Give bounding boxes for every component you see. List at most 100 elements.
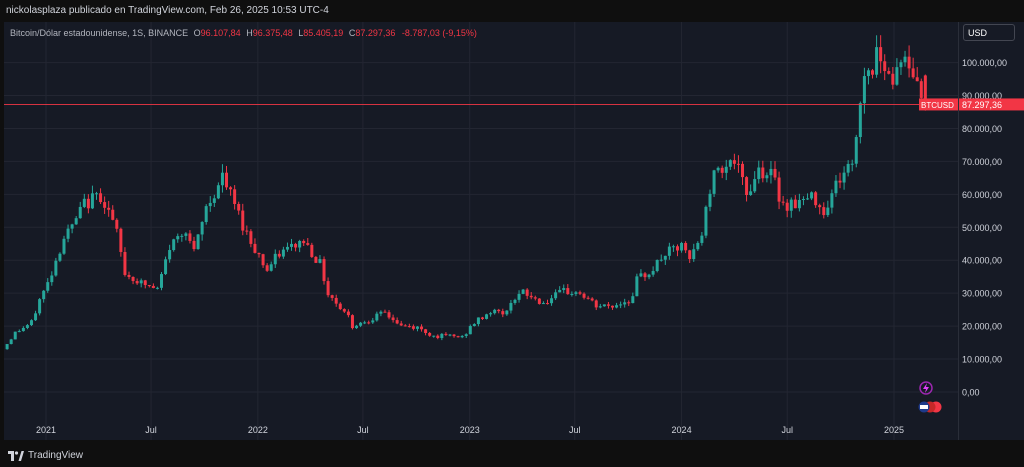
candle-body [720,167,724,173]
y-tick-label: 60.000,00 [962,190,1002,200]
candle-body [204,206,208,223]
y-tick-label: 90.000,00 [962,91,1002,101]
candle-body [907,56,911,69]
axis-divider [958,22,959,440]
chart-pane[interactable]: 2021 Jul 2022 Jul 2023 Jul 2024 Jul 2025 BTCUSD B… [4,22,958,440]
candle-body [842,172,846,183]
candle-body [196,234,200,250]
candle-body [151,285,155,289]
candle-body [375,313,379,321]
candle-body [505,310,509,315]
candle-body [765,175,769,179]
candle-body [46,282,50,291]
candle-body [164,259,168,275]
candle-body [29,320,33,326]
change-value: -8.787,03 (-9,15%) [401,28,477,38]
candle-body [789,199,793,211]
candle-body [302,240,306,244]
candle-body [277,253,281,257]
candle-body [391,317,395,321]
candle-body [570,293,574,295]
x-tick-label: Jul [781,425,793,435]
candle-body [107,207,111,210]
x-tick-label: 2025 [884,425,904,435]
candle-body [160,274,164,288]
candle-body [334,297,338,304]
candle-body [298,240,302,248]
candle-body [285,246,289,250]
y-tick-label: 0,00 [962,388,980,398]
candle-body [915,77,919,82]
event-bolt-icon[interactable] [919,381,933,395]
candle-body [273,253,277,265]
candle-body [326,281,330,296]
candle-body [342,309,346,312]
candle-body [233,189,237,204]
open-label: O [193,28,201,38]
candle-body [781,201,785,203]
candle-body [659,259,663,261]
high-value: 96.375,48 [252,28,293,38]
last-price-label: 87.297,36 [962,100,1002,110]
x-tick-label: 2023 [460,425,480,435]
candle-body [363,322,367,324]
candle-body [318,259,322,263]
candle-body [919,81,923,98]
candle-body [464,334,468,336]
candle-body [367,322,371,324]
candle-body [294,243,298,248]
candle-body [249,231,253,244]
candle-body [688,250,692,260]
price-chart[interactable]: 2021 Jul 2022 Jul 2023 Jul 2024 Jul 2025 BTCUSD [4,22,958,440]
candle-body [415,326,419,329]
candle-body [647,274,651,278]
candle-body [94,193,98,195]
price-axis[interactable]: 0,00 10.000,00 20.000,00 30.000,00 40.000,00… [958,22,1024,440]
candle-body [891,73,895,85]
candle-body [257,252,261,255]
candle-body [70,224,74,229]
candle-body [558,289,562,293]
symbol-tag [919,98,958,111]
candle-body [338,303,342,310]
candle-body [281,249,285,257]
candle-body [147,285,151,287]
candle-body [903,56,907,63]
candle-body [306,243,310,245]
candle-body [826,207,830,216]
candle-body [610,305,614,308]
candle-body [854,137,858,164]
candle-body [212,198,216,203]
candle-body [444,333,448,335]
candle-body [871,70,875,75]
candle-body [537,298,541,304]
candle-body [355,325,359,329]
candle-body [493,309,497,314]
candle-body [456,336,460,338]
candle-body [501,311,505,315]
candle-body [700,235,704,243]
x-tick-label: Jul [569,425,581,435]
footer: TradingView [0,445,1024,467]
candle-body [428,333,432,336]
candle-body [168,250,172,260]
candle-body [834,180,838,194]
candle-body [521,289,525,294]
event-flags-icon[interactable] [918,401,942,413]
y-tick-label: 70.000,00 [962,157,1002,167]
currency-button[interactable]: USD [963,24,1015,41]
candle-body [594,300,598,308]
candle-body [550,298,554,304]
low-label: L [298,28,304,38]
candle-body [245,230,249,232]
candle-body [578,292,582,294]
candle-body [229,187,233,190]
price-axis-labels: 0,00 10.000,00 20.000,00 30.000,00 40.000,00… [958,58,1024,398]
candle-body [830,193,834,208]
candle-body [38,299,42,314]
candle-body [322,259,326,282]
candle-body [590,298,594,301]
candle-body [606,304,610,306]
y-tick-label: 30.000,00 [962,289,1002,299]
candle-body [533,297,537,299]
